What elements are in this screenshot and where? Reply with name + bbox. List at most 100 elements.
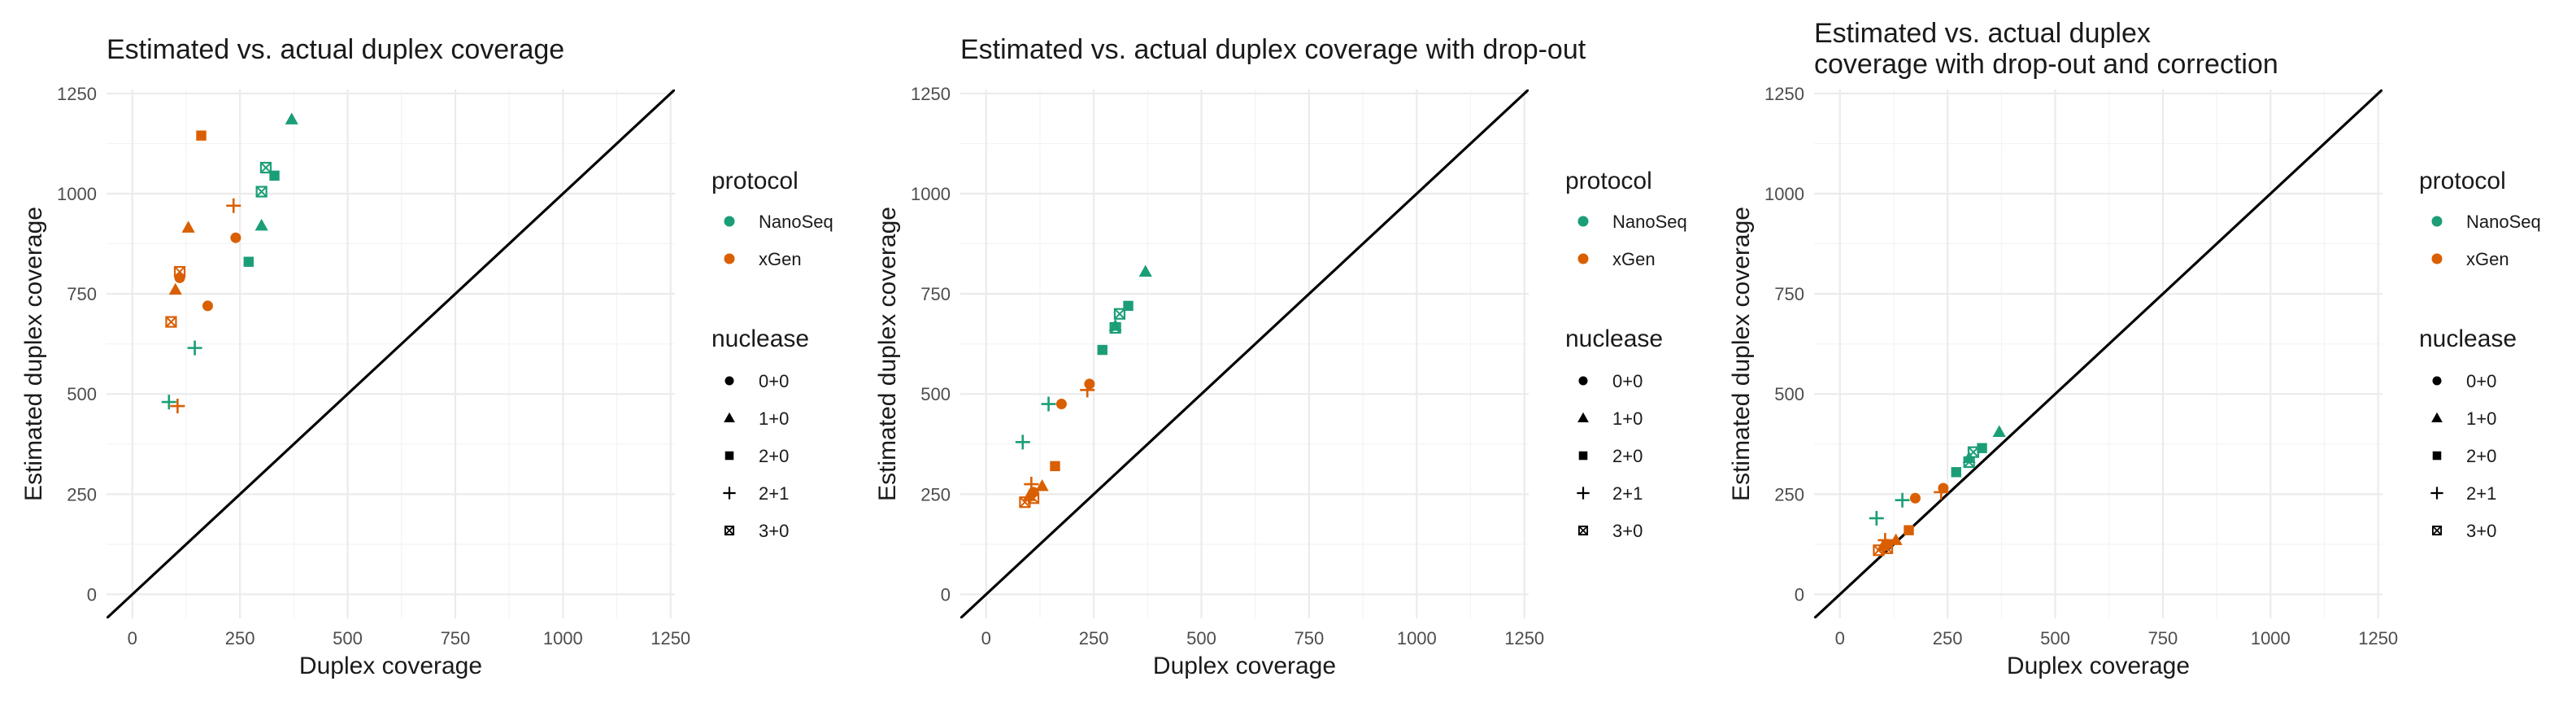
legend-key-nuclease <box>724 525 735 536</box>
y-tick-label: 0 <box>1795 584 1804 605</box>
legend-key-nuclease <box>724 376 734 386</box>
x-tick-label: 500 <box>333 628 363 648</box>
chart-title: Estimated vs. actual duplex <box>1814 18 2151 49</box>
legend: protocol NanoSeq xGen nuclease 0+0 1+0 2+0 2+1 3… <box>711 168 833 541</box>
y-tick-label: 500 <box>1774 384 1804 404</box>
legend: protocol NanoSeq xGen nuclease 0+0 1+0 2+0 2+1 3… <box>2419 168 2541 541</box>
legend-label-nuclease: 2+1 <box>1612 483 1643 504</box>
x-tick-label: 750 <box>441 628 471 648</box>
data-point-cross <box>1963 456 1975 468</box>
data-point <box>255 218 268 231</box>
panel-1: 0 0 250 250 500 500 750 750 1000 1000 1250 1250 Dupl… <box>20 34 833 679</box>
panel-3: 0 0 250 250 500 500 750 750 1000 1000 1250 1250 Dupl… <box>1728 18 2541 679</box>
legend-label-nuclease: 3+0 <box>1612 521 1643 541</box>
legend-label-nuclease: 3+0 <box>2466 521 2496 541</box>
legend-key-protocol <box>1577 253 1589 264</box>
legend-key-nuclease-cross <box>1578 526 1588 535</box>
legend-key-protocol <box>2431 253 2443 264</box>
data-point-cross <box>1114 308 1125 320</box>
data-point <box>1109 321 1121 334</box>
legend-label-nuclease: 0+0 <box>1612 371 1643 391</box>
data-point-cross <box>255 186 268 198</box>
legend-key-nuclease <box>724 451 734 461</box>
data-points <box>161 112 298 414</box>
y-tick-label: 500 <box>67 384 97 404</box>
data-point-box <box>255 186 268 198</box>
data-points <box>1015 264 1152 509</box>
data-point-cross <box>165 316 177 328</box>
y-tick-label: 1250 <box>57 84 97 104</box>
data-point <box>187 340 202 356</box>
data-point <box>226 198 242 213</box>
data-point <box>170 399 185 414</box>
data-point-box <box>1881 542 1894 554</box>
data-point <box>1977 443 1987 453</box>
x-tick-label: 1000 <box>543 628 583 648</box>
legend-key-protocol <box>724 253 735 264</box>
data-point <box>1084 378 1095 390</box>
data-point <box>1889 533 1903 545</box>
x-tick-label: 750 <box>1295 628 1325 648</box>
y-tick-label: 1000 <box>1764 184 1804 204</box>
y-tick-label: 1250 <box>911 84 951 104</box>
legend-label-protocol: NanoSeq <box>759 212 833 232</box>
y-axis-title: Estimated duplex coverage <box>874 207 901 501</box>
y-tick-label: 500 <box>920 384 951 404</box>
legend-title-protocol: protocol <box>2419 168 2506 194</box>
data-points <box>1869 425 2006 557</box>
data-point-box <box>1019 496 1031 509</box>
legend-title-nuclease: nuclease <box>1565 325 1663 352</box>
x-tick-label: 250 <box>1933 628 1963 648</box>
legend-title-protocol: protocol <box>1565 168 1652 194</box>
panel-2: 0 0 250 250 500 500 750 750 1000 1000 1250 1250 Dupl… <box>874 34 1687 679</box>
legend-key-nuclease <box>1577 487 1590 500</box>
data-point <box>1055 399 1067 410</box>
legend-key-nuclease <box>1578 376 1588 386</box>
y-tick-label: 0 <box>941 584 951 605</box>
y-tick-label: 750 <box>920 284 951 304</box>
legend-label-protocol: xGen <box>2466 249 2509 269</box>
data-point-box <box>1113 308 1126 320</box>
legend-key-nuclease <box>1577 412 1589 423</box>
data-point <box>285 112 298 124</box>
chart-title: coverage with drop-out and correction <box>1814 49 2278 80</box>
data-point <box>1015 434 1030 450</box>
y-axis-title: Estimated duplex coverage <box>1728 207 1755 501</box>
y-tick-label: 750 <box>1774 284 1804 304</box>
legend-label-nuclease: 1+0 <box>759 408 789 429</box>
legend-key-nuclease <box>723 487 736 500</box>
legend-label-protocol: xGen <box>759 249 802 269</box>
grid <box>1814 90 2382 618</box>
legend-label-protocol: NanoSeq <box>1612 212 1687 232</box>
data-point <box>1904 525 1914 535</box>
legend-key-nuclease <box>2431 412 2443 423</box>
legend-label-nuclease: 2+0 <box>2466 446 2496 466</box>
y-axis-title: Estimated duplex coverage <box>20 207 47 501</box>
x-tick-label: 250 <box>1079 628 1109 648</box>
legend-key-nuclease-box <box>2431 525 2443 536</box>
data-point <box>168 282 182 295</box>
legend-label-nuclease: 1+0 <box>1612 408 1643 429</box>
legend-key-nuclease <box>2431 525 2443 536</box>
legend-title-nuclease: nuclease <box>711 325 809 352</box>
x-tick-label: 1250 <box>2358 628 2398 648</box>
data-point <box>202 300 213 312</box>
y-tick-label: 0 <box>87 584 97 605</box>
data-point-cross <box>1109 322 1121 334</box>
legend-key-nuclease <box>1577 525 1589 536</box>
data-point <box>269 170 280 181</box>
chart-title: Estimated vs. actual duplex coverage wit… <box>960 34 1586 65</box>
legend-key-nuclease <box>2432 376 2442 386</box>
legend-label-nuclease: 3+0 <box>759 521 789 541</box>
legend-label-nuclease: 2+1 <box>2466 483 2496 504</box>
data-point <box>196 130 207 141</box>
data-point <box>1951 467 1961 478</box>
legend-label-nuclease: 0+0 <box>2466 371 2496 391</box>
chart-title: Estimated vs. actual duplex coverage <box>107 34 564 65</box>
data-point <box>1123 300 1134 312</box>
x-tick-label: 250 <box>225 628 255 648</box>
data-point-cross <box>1019 496 1031 508</box>
identity-line <box>1814 90 2382 618</box>
x-tick-label: 0 <box>981 628 991 648</box>
x-tick-label: 1000 <box>1397 628 1437 648</box>
